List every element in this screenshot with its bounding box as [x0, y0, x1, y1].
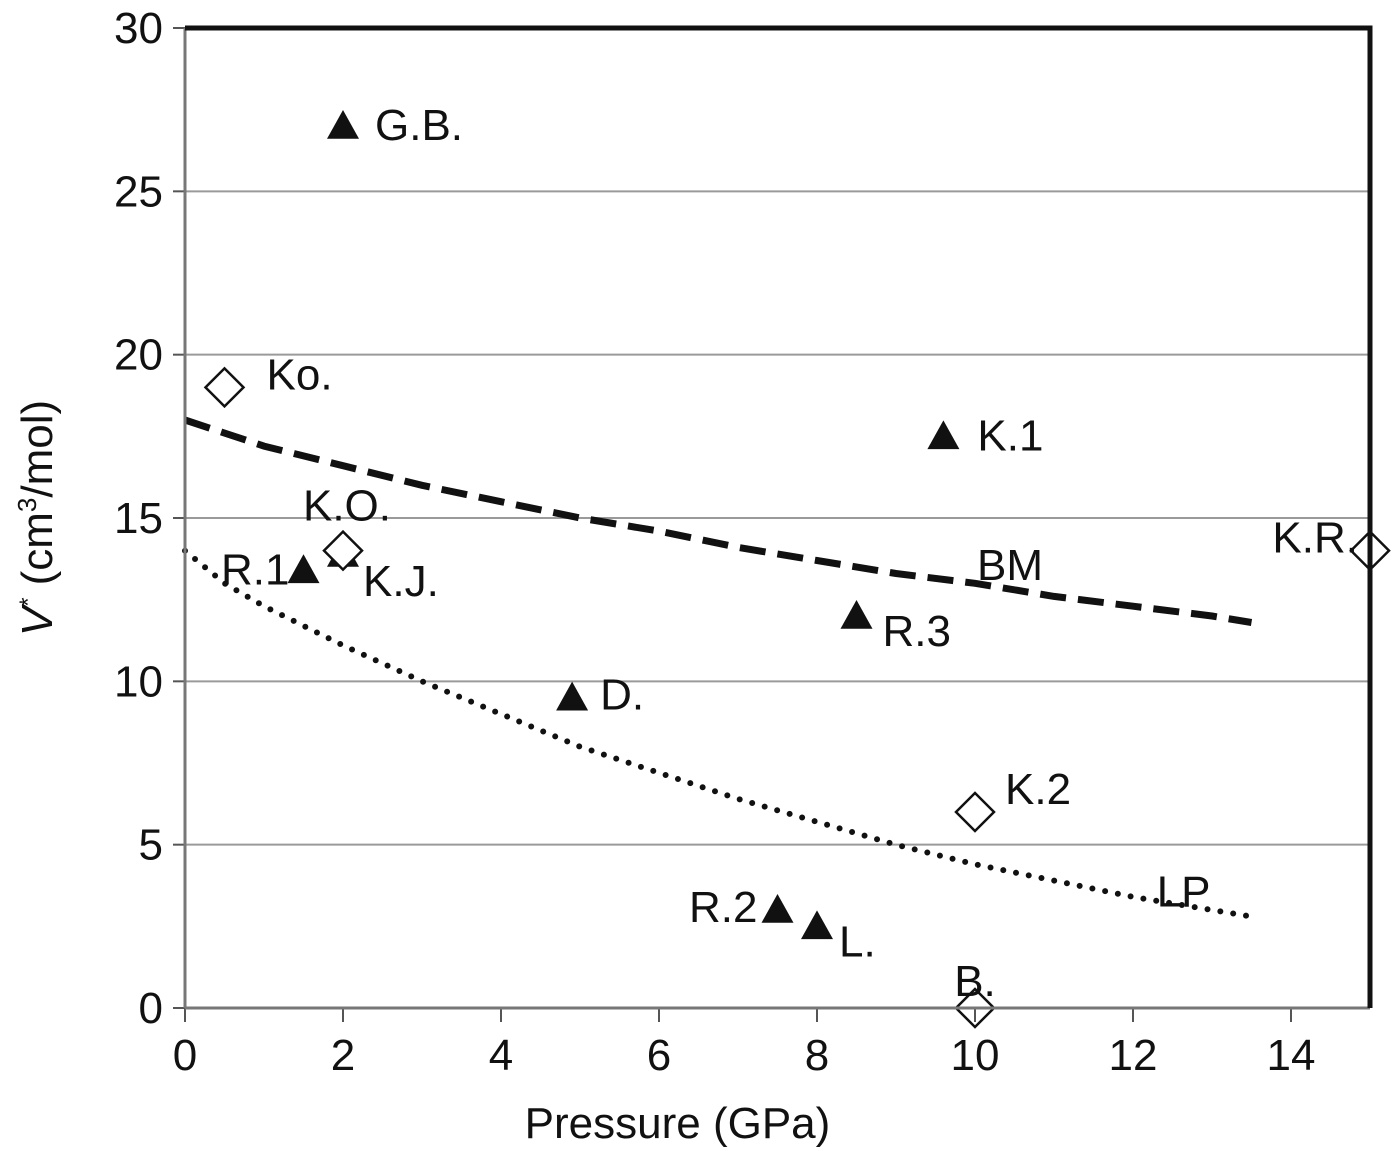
point-label: Ko.	[267, 350, 333, 399]
point-label: B.	[954, 957, 996, 1006]
x-tick-label: 4	[489, 1031, 513, 1080]
diamond-marker	[954, 791, 996, 833]
triangle-marker	[556, 681, 589, 711]
point-label: G.B.	[375, 101, 463, 150]
x-tick-label: 8	[805, 1031, 829, 1080]
triangle-marker	[287, 554, 320, 584]
y-axis-title: V* (cm3/mol)	[12, 400, 62, 636]
plot-border	[185, 25, 1373, 1008]
bm-curve	[183, 416, 1253, 626]
point-label: L.	[839, 917, 876, 966]
point-label: K.R.	[1272, 514, 1358, 563]
point-label: K.2	[1005, 765, 1071, 814]
x-tick-label: 12	[1109, 1031, 1158, 1080]
axis-ticks: 0 5 10 15 20 25 30 0 2 4 6 8 10 12 14	[114, 4, 1373, 1080]
y-tick-label: 15	[114, 494, 163, 543]
y-tick-label: 10	[114, 657, 163, 706]
y-axis-title-star: *	[15, 597, 42, 606]
x-tick-label: 6	[647, 1031, 671, 1080]
x-axis-title: Pressure (GPa)	[525, 1099, 831, 1148]
gridlines	[185, 190, 1370, 846]
point-label: R.3	[883, 607, 951, 656]
triangle-marker	[801, 910, 833, 940]
diamond-marker	[203, 366, 246, 409]
point-label: K.O.	[303, 482, 391, 531]
y-tick-label: 30	[114, 4, 163, 53]
point-label: K.1	[977, 411, 1043, 460]
triangle-marker	[327, 110, 359, 139]
curve-label-lp: LP	[1157, 868, 1211, 917]
point-label: K.J.	[363, 557, 439, 606]
triangle-marker	[927, 420, 960, 450]
y-tick-label: 5	[139, 821, 163, 870]
diamond-marker	[322, 529, 364, 572]
x-tick-label: 0	[173, 1031, 197, 1080]
triangle-marker	[840, 600, 873, 629]
fit-curves	[182, 416, 1255, 920]
y-tick-label: 0	[139, 984, 163, 1033]
lp-curve	[182, 547, 1255, 920]
y-axis-title-unit-prefix: (cm	[13, 512, 62, 585]
point-label: D.	[600, 671, 644, 720]
triangle-marker	[761, 894, 794, 923]
y-tick-label: 25	[114, 167, 163, 216]
point-label: R.2	[689, 883, 757, 932]
point-label: R.1	[221, 545, 289, 594]
y-axis-title-unit-sup: 3	[12, 498, 42, 512]
x-tick-label: 10	[951, 1031, 1000, 1080]
curve-label-bm: BM	[977, 541, 1043, 590]
y-axis-title-main: V	[13, 603, 62, 636]
point-labels: BM LP G.B. K.1 R.1 K.J. R.3 D. R.2 L. Ko. K.O. K.R. K…	[221, 101, 1358, 1006]
y-axis-title-unit-suffix: /mol)	[13, 400, 62, 498]
x-tick-label: 14	[1267, 1031, 1316, 1080]
x-tick-label: 2	[331, 1031, 355, 1080]
y-tick-label: 20	[114, 331, 163, 380]
